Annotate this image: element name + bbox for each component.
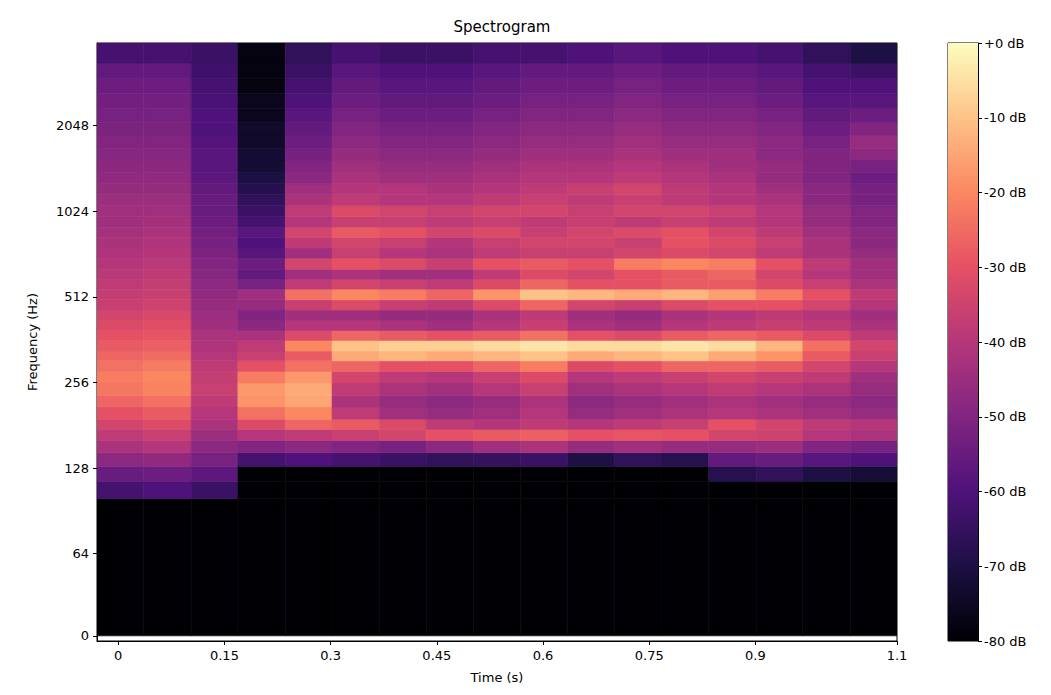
- svg-text:0: 0: [114, 648, 122, 663]
- svg-text:0.15: 0.15: [210, 648, 239, 663]
- svg-text:-70 dB: -70 dB: [984, 559, 1027, 574]
- svg-text:512: 512: [64, 289, 89, 304]
- svg-text:0.3: 0.3: [320, 648, 341, 663]
- svg-text:-50 dB: -50 dB: [984, 409, 1027, 424]
- svg-text:-30 dB: -30 dB: [984, 260, 1027, 275]
- svg-text:0.6: 0.6: [533, 648, 554, 663]
- svg-text:128: 128: [64, 461, 89, 476]
- svg-text:-40 dB: -40 dB: [984, 335, 1027, 350]
- svg-text:0.45: 0.45: [422, 648, 451, 663]
- svg-text:256: 256: [64, 375, 89, 390]
- svg-text:-80 dB: -80 dB: [984, 634, 1027, 649]
- svg-text:2048: 2048: [56, 118, 89, 133]
- svg-text:0: 0: [81, 628, 89, 643]
- svg-text:-10 dB: -10 dB: [984, 110, 1027, 125]
- svg-text:0.75: 0.75: [635, 648, 664, 663]
- svg-text:+0 dB: +0 dB: [984, 36, 1024, 51]
- svg-text:64: 64: [72, 546, 89, 561]
- svg-text:0.9: 0.9: [745, 648, 766, 663]
- svg-text:Spectrogram: Spectrogram: [454, 18, 551, 36]
- svg-text:-20 dB: -20 dB: [984, 185, 1027, 200]
- svg-text:1.1: 1.1: [887, 648, 908, 663]
- svg-text:1024: 1024: [56, 204, 89, 219]
- svg-text:-60 dB: -60 dB: [984, 484, 1027, 499]
- svg-text:Frequency (Hz): Frequency (Hz): [25, 293, 40, 391]
- svg-text:Time (s): Time (s): [470, 670, 524, 685]
